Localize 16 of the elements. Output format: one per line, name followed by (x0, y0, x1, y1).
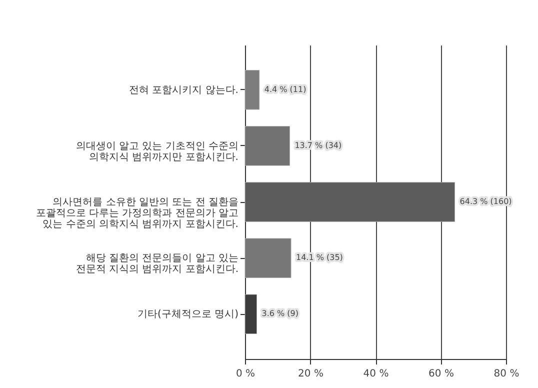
x-tick-label: 60 % (428, 368, 454, 380)
x-tick-label: 0 % (236, 368, 256, 380)
x-tick-label: 40 % (363, 368, 389, 380)
bar (244, 238, 292, 278)
bar (244, 182, 456, 222)
y-tick-label: 전혀 포함시키지 않는다. (128, 84, 238, 96)
x-tick-label: 80 % (494, 368, 520, 380)
x-tick-label: 20 % (298, 368, 324, 380)
y-tick-label: 의사면허를 소유한 일반의 또는 전 질환을 포괄적으로 다루는 가정의학과 전문의가 알고 있는 수준의 의학지식 범위까지 포함시킨다. (36, 197, 238, 230)
data-label: 4.4 % (11) (264, 84, 306, 94)
y-tick-label: 의대생이 알고 있는 기초적인 수준의 의학지식 범위까지만 포함시킨다. (76, 140, 238, 163)
y-tick-label: 기타(구체적으로 명시) (138, 309, 239, 320)
bar (244, 126, 290, 166)
bar (244, 70, 260, 110)
data-label: 3.6 % (9) (262, 309, 298, 318)
y-tick-label: 해당 질환의 전문의들이 알고 있는 전문적 지식의 범위까지 포함시킨다. (76, 253, 238, 276)
